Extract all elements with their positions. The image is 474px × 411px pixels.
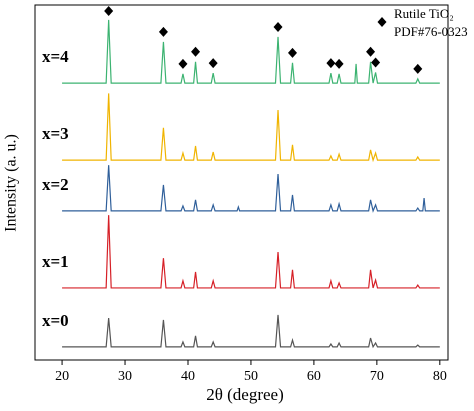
x-tick-label: 70 xyxy=(370,369,384,384)
x-tick-label: 60 xyxy=(307,369,321,384)
x-tick-label: 30 xyxy=(118,369,132,384)
xrd-line xyxy=(62,165,440,213)
x-tick-label: 80 xyxy=(433,369,447,384)
reference-peak xyxy=(273,21,283,32)
reference-peak xyxy=(287,47,297,58)
x-tick-label: 40 xyxy=(181,369,195,384)
reference-peak xyxy=(334,58,344,69)
series-label: x=2 xyxy=(42,175,69,194)
reference-peak xyxy=(326,58,336,69)
plot-frame xyxy=(34,4,449,361)
legend-marker xyxy=(377,17,387,27)
series-label: x=0 xyxy=(42,311,69,330)
xrd-line xyxy=(62,314,440,349)
reference-peak xyxy=(371,57,381,68)
xrd-line xyxy=(62,19,440,84)
legend-card: PDF#76-0323 xyxy=(394,24,468,39)
reference-peak xyxy=(178,58,188,69)
reference-peak xyxy=(158,26,168,37)
series-label: x=4 xyxy=(42,47,69,66)
x-axis-label: 2θ (degree) xyxy=(206,385,284,404)
reference-peak xyxy=(413,63,423,74)
reference-peak xyxy=(366,46,376,57)
x-tick-label: 20 xyxy=(55,369,69,384)
xrd-line xyxy=(62,93,440,163)
series-label: x=3 xyxy=(42,124,69,143)
reference-peak xyxy=(191,46,201,57)
xrd-line xyxy=(62,215,440,289)
series-label: x=1 xyxy=(42,252,69,271)
y-axis-label: Intensity (a. u.) xyxy=(3,134,20,232)
legend-name: Rutile TiO₂ xyxy=(394,6,454,21)
x-tick-label: 50 xyxy=(244,369,258,384)
reference-peak xyxy=(208,58,218,69)
reference-peak xyxy=(104,6,114,16)
